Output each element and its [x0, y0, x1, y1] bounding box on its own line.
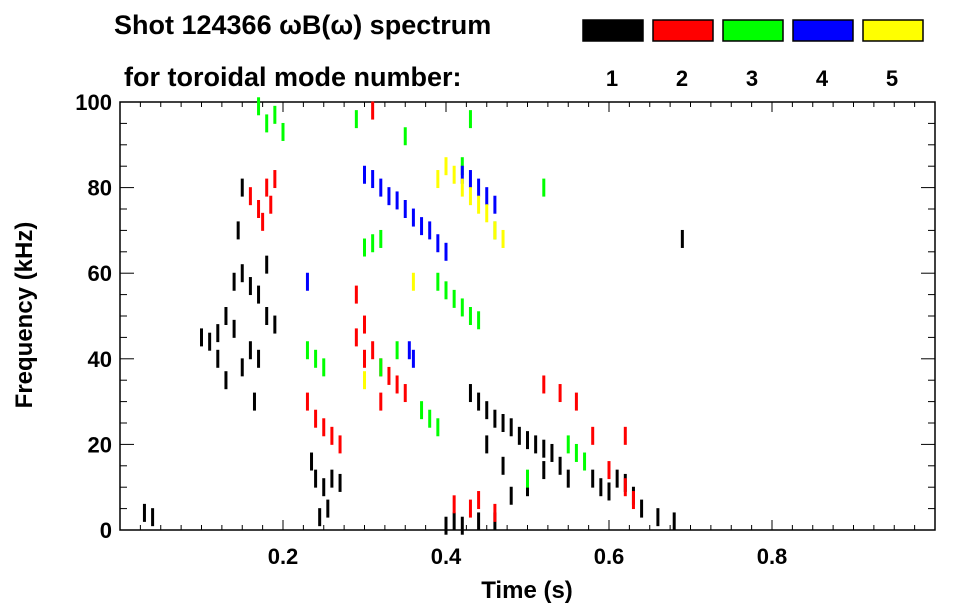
- y-tick-label: 100: [75, 90, 112, 115]
- x-axis-label: Time (s): [481, 577, 573, 604]
- legend-label-5: 5: [886, 66, 898, 91]
- y-tick-label: 60: [88, 261, 112, 286]
- y-axis-ticks: 0 20 40 60 80 100: [75, 90, 935, 543]
- chart-subtitle: for toroidal mode number:: [124, 62, 462, 92]
- legend-label-1: 1: [606, 66, 618, 91]
- y-axis-label: Frequency (kHz): [11, 222, 38, 409]
- y-tick-label: 80: [88, 176, 112, 201]
- y-tick-label: 20: [88, 432, 112, 457]
- y-tick-label: 40: [88, 347, 112, 372]
- x-tick-label: 0.8: [757, 544, 788, 569]
- x-axis-ticks: 0.2 0.4 0.6 0.8: [139, 102, 916, 569]
- data-points: [142, 97, 684, 535]
- legend-swatch-5: [862, 19, 924, 42]
- x-tick-label: 0.4: [431, 544, 462, 569]
- x-tick-label: 0.2: [268, 544, 299, 569]
- chart-title: Shot 124366 ωB(ω) spectrum: [114, 10, 491, 40]
- legend-label-3: 3: [746, 66, 758, 91]
- legend-swatch-3: [722, 19, 784, 42]
- legend-swatch-1: [582, 19, 644, 42]
- legend-swatch-2: [652, 19, 714, 42]
- y-tick-label: 0: [100, 518, 112, 543]
- legend-swatch-4: [792, 19, 854, 42]
- legend: 1 2 3 4 5: [582, 19, 924, 91]
- x-tick-label: 0.6: [594, 544, 625, 569]
- legend-label-2: 2: [676, 66, 688, 91]
- plot-area-frame: [119, 101, 936, 531]
- legend-label-4: 4: [816, 66, 829, 91]
